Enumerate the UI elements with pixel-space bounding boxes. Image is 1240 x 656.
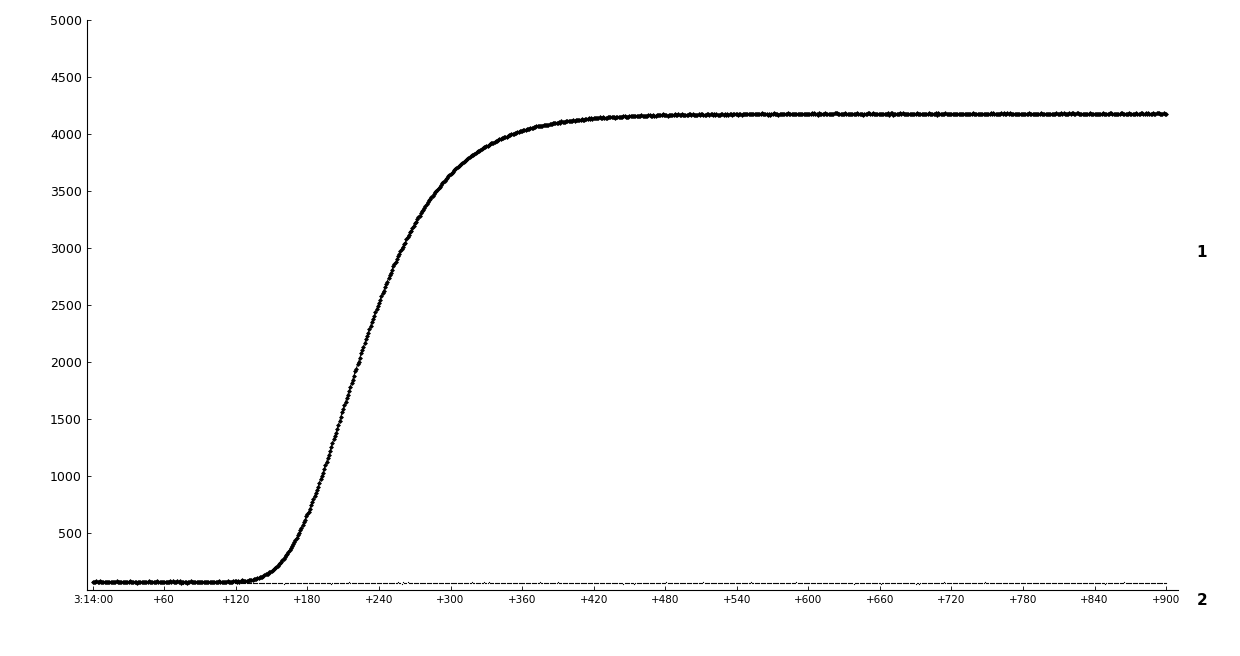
Text: 2: 2 — [1197, 593, 1208, 607]
Text: 1: 1 — [1197, 245, 1207, 260]
